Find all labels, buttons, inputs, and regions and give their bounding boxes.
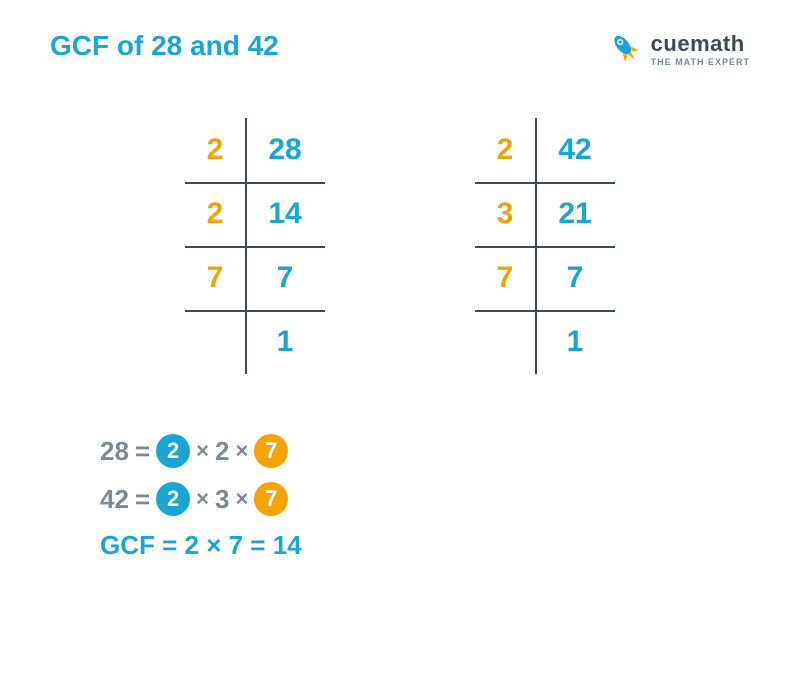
times: × <box>196 486 209 512</box>
h-line <box>475 182 615 184</box>
divisor: 7 <box>475 261 535 295</box>
dividend: 21 <box>535 197 615 231</box>
dividend: 1 <box>535 325 615 359</box>
divisor: 3 <box>475 197 535 231</box>
common-factor: 7 <box>254 434 288 468</box>
header: GCF of 28 and 42 cuemath THE MATH EXPERT <box>50 30 750 68</box>
page-title: GCF of 28 and 42 <box>50 30 279 62</box>
common-factor: 2 <box>156 482 190 516</box>
table-row: 2 14 <box>185 182 325 246</box>
equals: = <box>135 436 150 467</box>
table-row: 1 <box>475 310 615 374</box>
table-row: 2 28 <box>185 118 325 182</box>
h-line <box>475 310 615 312</box>
eq-lhs: 42 <box>100 484 129 515</box>
dividend: 7 <box>245 261 325 295</box>
common-factor: 2 <box>156 434 190 468</box>
factorization-28: 28 = 2 × 2 × 7 <box>100 434 750 468</box>
division-tables: 2 28 2 14 7 7 1 2 42 3 21 7 7 <box>50 118 750 374</box>
factor: 3 <box>215 484 229 515</box>
rocket-icon <box>607 30 645 68</box>
table-row: 7 7 <box>185 246 325 310</box>
table-row: 7 7 <box>475 246 615 310</box>
brand-name: cuemath <box>651 31 750 57</box>
dividend: 14 <box>245 197 325 231</box>
h-line <box>185 310 325 312</box>
eq-lhs: 28 <box>100 436 129 467</box>
brand-tagline: THE MATH EXPERT <box>651 57 750 67</box>
dividend: 42 <box>535 133 615 167</box>
logo: cuemath THE MATH EXPERT <box>607 30 750 68</box>
equations: 28 = 2 × 2 × 7 42 = 2 × 3 × 7 GCF = 2 × … <box>50 434 750 561</box>
factor: 2 <box>215 436 229 467</box>
dividend: 28 <box>245 133 325 167</box>
h-line <box>185 182 325 184</box>
equals: = <box>135 484 150 515</box>
table-row: 1 <box>185 310 325 374</box>
h-line <box>185 246 325 248</box>
common-factor: 7 <box>254 482 288 516</box>
times: × <box>235 438 248 464</box>
table-42: 2 42 3 21 7 7 1 <box>475 118 615 374</box>
times: × <box>196 438 209 464</box>
factorization-42: 42 = 2 × 3 × 7 <box>100 482 750 516</box>
divisor: 7 <box>185 261 245 295</box>
divisor: 2 <box>475 133 535 167</box>
gcf-result: GCF = 2 × 7 = 14 <box>100 530 750 561</box>
table-28: 2 28 2 14 7 7 1 <box>185 118 325 374</box>
table-row: 2 42 <box>475 118 615 182</box>
logo-text: cuemath THE MATH EXPERT <box>651 31 750 67</box>
dividend: 1 <box>245 325 325 359</box>
dividend: 7 <box>535 261 615 295</box>
divisor: 2 <box>185 133 245 167</box>
h-line <box>475 246 615 248</box>
times: × <box>235 486 248 512</box>
divisor: 2 <box>185 197 245 231</box>
table-row: 3 21 <box>475 182 615 246</box>
